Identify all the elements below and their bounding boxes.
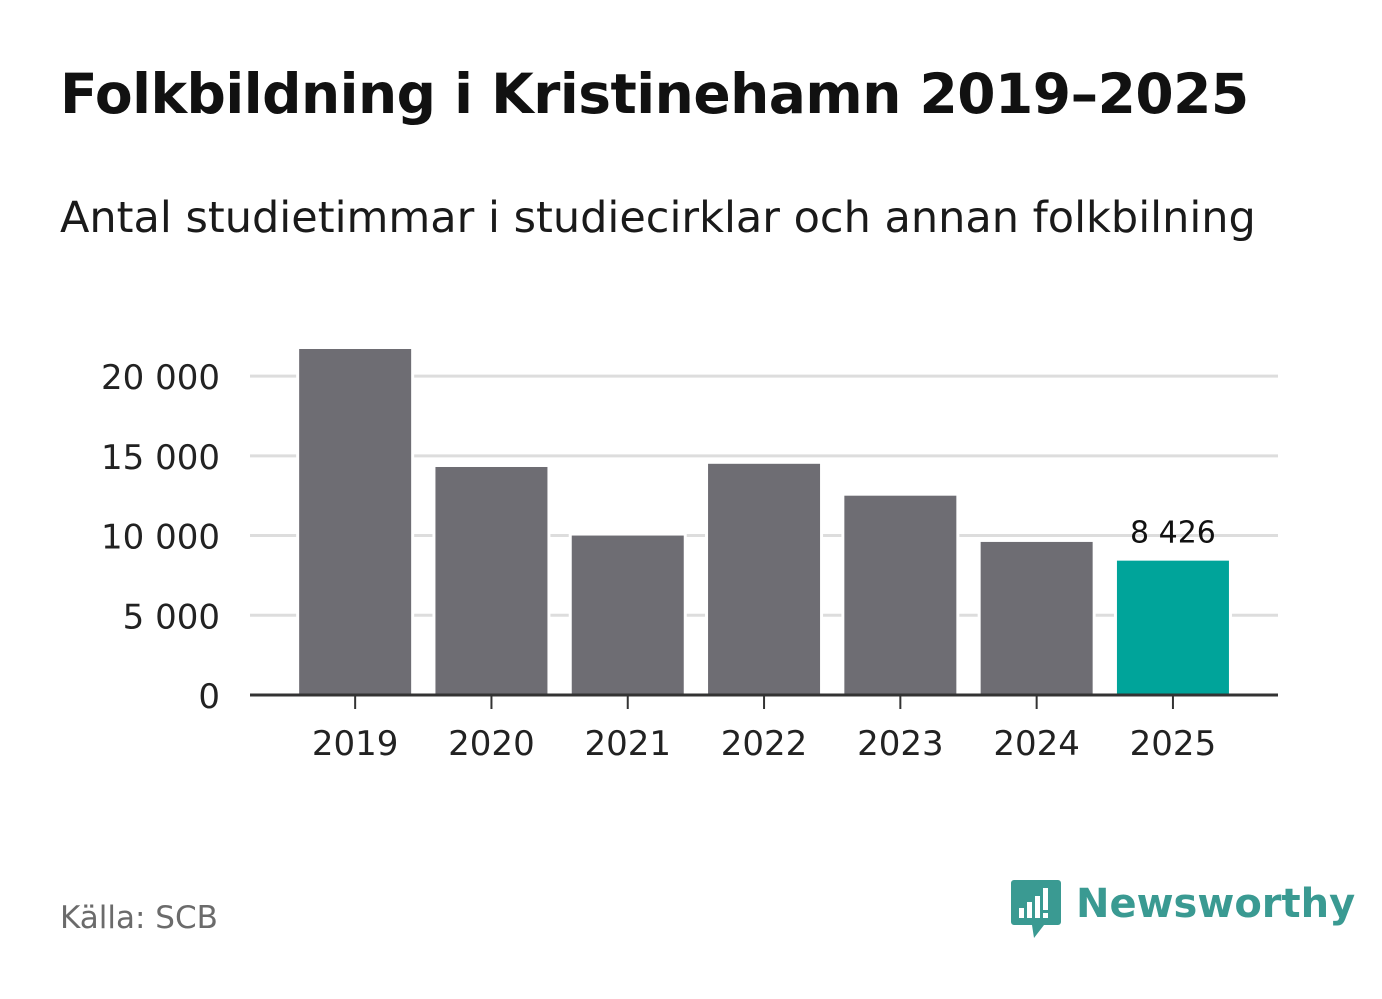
bar: [568, 532, 687, 698]
bar: [841, 492, 960, 699]
newsworthy-chart-bubble-icon: [1011, 880, 1061, 938]
bar: [296, 346, 415, 698]
chart-subtitle: Antal studietimmar i studiecirklar och a…: [60, 193, 1256, 243]
data-label: 8 426: [1130, 516, 1216, 551]
bar: [705, 460, 824, 698]
bar-chart: 0 5 000 10 000 15 000 20 000 2019 2020 2021 2022…: [101, 346, 1278, 764]
x-tick-label: 2020: [448, 724, 535, 764]
bar: [1113, 557, 1232, 699]
y-tick-label: 5 000: [123, 597, 220, 637]
source-note: Källa: SCB: [60, 900, 218, 936]
x-tick-label: 2022: [721, 724, 808, 764]
bar: [432, 463, 551, 698]
chart-title: Folkbildning i Kristinehamn 2019–2025: [60, 62, 1249, 126]
y-tick-label: 20 000: [101, 358, 220, 398]
x-tick-label: 2019: [312, 724, 399, 764]
x-tick-label: 2021: [584, 724, 671, 764]
x-tick-label: 2025: [1130, 724, 1217, 764]
y-tick-label: 0: [198, 677, 220, 717]
x-tick-label: 2024: [993, 724, 1080, 764]
bar: [977, 538, 1096, 698]
brand-logo: Newsworthy: [1010, 878, 1355, 940]
y-tick-label: 15 000: [101, 438, 220, 478]
brand-name: Newsworthy: [1076, 881, 1356, 927]
y-tick-label: 10 000: [101, 518, 220, 558]
x-tick-label: 2023: [857, 724, 944, 764]
